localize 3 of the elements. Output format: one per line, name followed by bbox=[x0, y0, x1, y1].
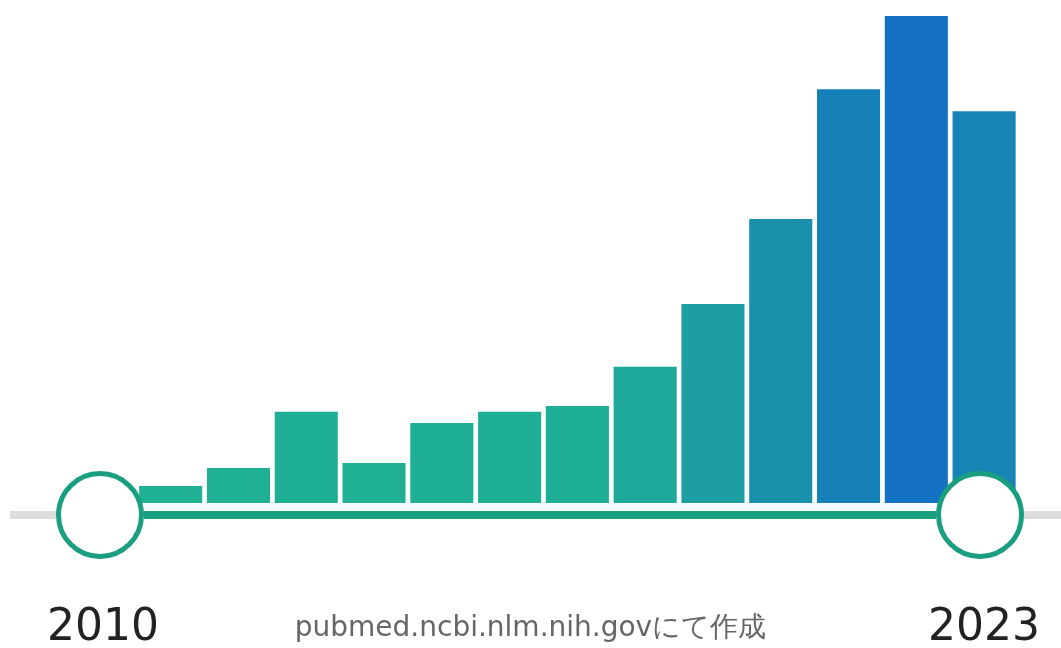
x-tick-label: 2023 bbox=[928, 599, 1041, 648]
x-tick-label: 2010 bbox=[46, 599, 159, 648]
text: pubmed.ncbi.nlm.nih.govにて作成 bbox=[294, 610, 767, 643]
